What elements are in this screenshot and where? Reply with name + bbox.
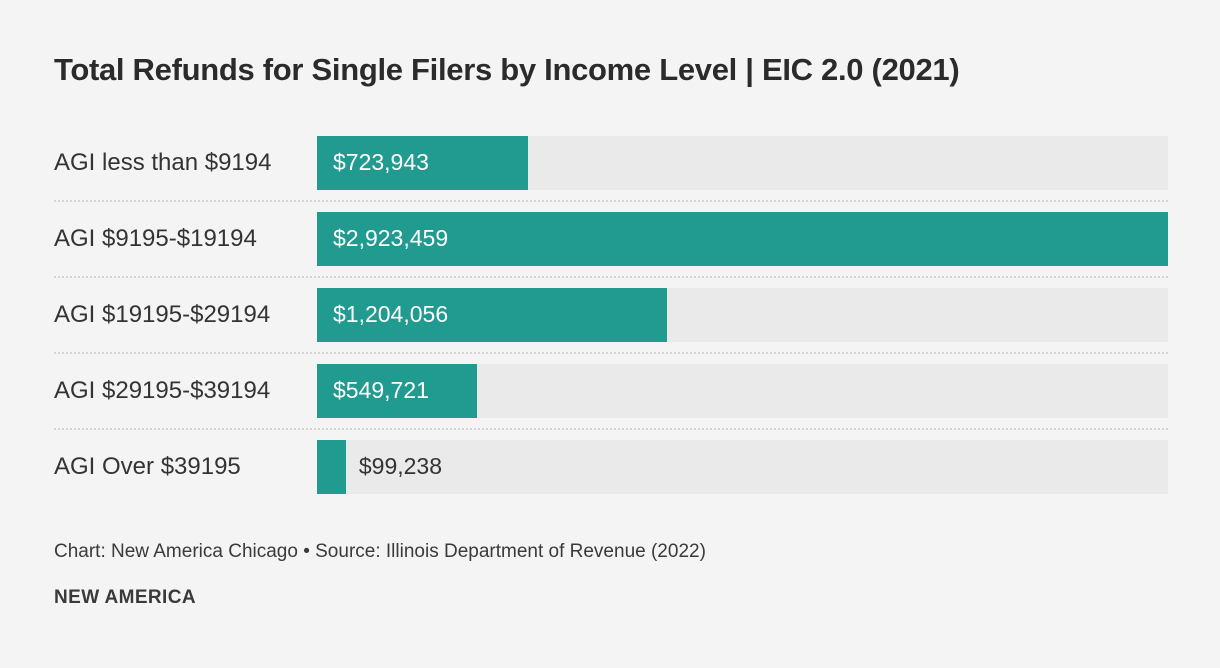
row-separator [54, 199, 1168, 202]
bar-row: AGI $29195-$39194 $549,721 [54, 363, 1168, 418]
row-separator [54, 351, 1168, 354]
category-label: AGI Over $39195 [54, 452, 241, 480]
bar: $1,204,056 [317, 287, 668, 342]
bar-track: $549,721 [317, 363, 1168, 418]
bar-value-label: $99,238 [358, 453, 443, 480]
bar [317, 439, 346, 494]
category-label: AGI $19195-$29194 [54, 300, 271, 328]
bar-track: $723,943 [317, 135, 1168, 190]
new-america-logo: NEW AMERICA [54, 586, 196, 608]
bar-value-label: $723,943 [333, 149, 429, 176]
bar-track: $1,204,056 [317, 287, 1168, 342]
bar: $723,943 [317, 135, 528, 190]
bar-row: AGI $19195-$29194 $1,204,056 [54, 287, 1168, 342]
bar-row: AGI Over $39195 $99,238 [54, 439, 1168, 494]
row-separator [54, 275, 1168, 278]
category-label: AGI less than $9194 [54, 148, 272, 176]
category-label: AGI $9195-$19194 [54, 224, 257, 252]
row-separator [54, 427, 1168, 430]
bar: $549,721 [317, 363, 478, 418]
category-label: AGI $29195-$39194 [54, 376, 271, 404]
bar-row: AGI less than $9194 $723,943 [54, 135, 1168, 190]
bar-row: AGI $9195-$19194 $2,923,459 [54, 211, 1168, 266]
bar-track: $99,238 [317, 439, 1168, 494]
bar: $2,923,459 [317, 211, 1168, 266]
chart-attribution: Chart: New America Chicago • Source: Ill… [54, 540, 706, 562]
bar-value-label: $2,923,459 [333, 225, 449, 252]
bar-track: $2,923,459 [317, 211, 1168, 266]
chart-title: Total Refunds for Single Filers by Incom… [54, 52, 960, 87]
bar-chart: AGI less than $9194 $723,943 AGI $9195-$19… [54, 135, 1168, 494]
bar-value-label: $1,204,056 [333, 301, 449, 328]
bar-value-label: $549,721 [333, 377, 429, 404]
